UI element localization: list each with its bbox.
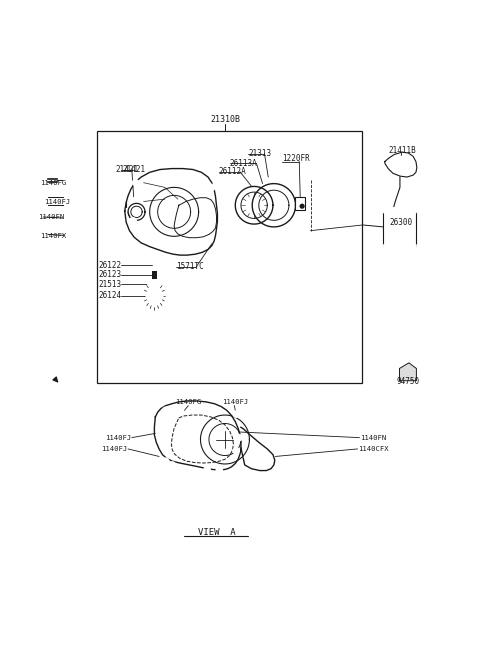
Ellipse shape xyxy=(146,290,163,301)
Polygon shape xyxy=(399,363,416,380)
Text: 26112A: 26112A xyxy=(219,168,247,176)
Circle shape xyxy=(233,411,240,417)
Text: 26123: 26123 xyxy=(99,271,122,279)
Ellipse shape xyxy=(48,195,53,198)
Circle shape xyxy=(208,184,215,191)
Bar xyxy=(152,271,157,279)
Text: 1140FX: 1140FX xyxy=(40,233,66,239)
Text: 21310B: 21310B xyxy=(210,115,240,124)
Circle shape xyxy=(162,407,169,414)
Ellipse shape xyxy=(56,203,62,208)
Text: 1220FR: 1220FR xyxy=(282,154,310,163)
Ellipse shape xyxy=(384,241,417,250)
Text: 1140FJ: 1140FJ xyxy=(105,435,131,441)
Text: 1140FN: 1140FN xyxy=(38,214,64,221)
Text: 1140FG: 1140FG xyxy=(175,399,202,405)
Ellipse shape xyxy=(56,233,62,237)
Ellipse shape xyxy=(151,282,158,286)
Ellipse shape xyxy=(150,292,159,299)
Circle shape xyxy=(129,217,136,225)
Text: 1140FN: 1140FN xyxy=(360,435,387,441)
Circle shape xyxy=(216,466,223,473)
Circle shape xyxy=(162,458,169,464)
Text: 26300: 26300 xyxy=(390,217,413,227)
Ellipse shape xyxy=(384,207,417,217)
Text: 1140FJ: 1140FJ xyxy=(101,446,127,452)
Text: 21421: 21421 xyxy=(115,165,138,174)
Text: 1140FG: 1140FG xyxy=(40,179,66,186)
Circle shape xyxy=(155,263,160,268)
Ellipse shape xyxy=(47,215,52,219)
Circle shape xyxy=(391,212,396,217)
Text: VIEW  A: VIEW A xyxy=(198,528,235,537)
Circle shape xyxy=(132,179,139,186)
Bar xyxy=(295,197,305,210)
Text: 21421: 21421 xyxy=(122,165,145,174)
Text: A: A xyxy=(36,374,42,384)
Text: 21513: 21513 xyxy=(99,280,122,289)
Circle shape xyxy=(300,204,304,208)
Circle shape xyxy=(169,462,176,468)
Text: 94750: 94750 xyxy=(396,376,420,386)
Text: 1140FJ: 1140FJ xyxy=(222,399,249,405)
Text: 21313: 21313 xyxy=(249,149,272,158)
Text: 26113A: 26113A xyxy=(229,159,257,168)
Ellipse shape xyxy=(148,281,161,288)
Circle shape xyxy=(204,466,210,473)
Text: 1140FJ: 1140FJ xyxy=(44,200,70,206)
Text: 1571TC: 1571TC xyxy=(177,262,204,271)
Text: 21411B: 21411B xyxy=(388,147,416,155)
Bar xyxy=(384,212,416,246)
Bar xyxy=(96,131,362,382)
Circle shape xyxy=(236,434,242,441)
Text: 26122: 26122 xyxy=(99,261,122,270)
Text: 26124: 26124 xyxy=(99,291,122,300)
Ellipse shape xyxy=(56,194,62,199)
Ellipse shape xyxy=(48,204,53,207)
Circle shape xyxy=(27,368,50,391)
Text: 1140CFX: 1140CFX xyxy=(359,446,389,452)
Circle shape xyxy=(233,447,240,454)
